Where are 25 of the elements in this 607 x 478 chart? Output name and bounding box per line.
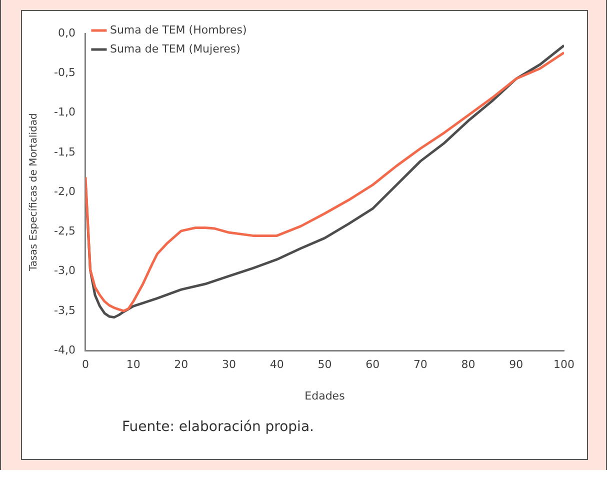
y-axis-title: Tasas Específicas de Mortalidad	[28, 113, 40, 272]
x-axis-title: Edades	[304, 389, 346, 402]
x-tick-label: 40	[270, 358, 284, 372]
x-tick-label: 80	[461, 358, 476, 372]
x-tick-label: 20	[174, 358, 188, 372]
x-tick-label: 90	[509, 358, 524, 372]
y-tick-label: -0,5	[54, 66, 76, 80]
source-note: Fuente: elaboración propia.	[122, 419, 314, 435]
x-tick-label: 60	[366, 358, 380, 372]
x-tick-label: 10	[126, 358, 140, 372]
y-tick-label: -1,5	[54, 145, 76, 158]
legend-label: Suma de TEM (Mujeres)	[110, 42, 240, 56]
x-tick-label: 70	[413, 358, 428, 372]
x-tick-label: 50	[318, 358, 332, 372]
y-tick-label: -2,0	[54, 184, 76, 198]
y-tick-label: -1,0	[54, 106, 76, 119]
y-tick-label: -3,5	[54, 304, 76, 317]
legend-label: Suma de TEM (Hombres)	[110, 23, 247, 36]
y-tick-label: -4,0	[54, 343, 76, 356]
y-tick-label: -2,5	[54, 224, 76, 238]
x-tick-label: 30	[222, 358, 236, 372]
y-tick-label: -3,0	[54, 264, 76, 278]
y-tick-label: 0,0	[58, 26, 76, 40]
x-tick-label: 0	[82, 358, 89, 372]
x-tick-label: 100	[554, 358, 574, 372]
